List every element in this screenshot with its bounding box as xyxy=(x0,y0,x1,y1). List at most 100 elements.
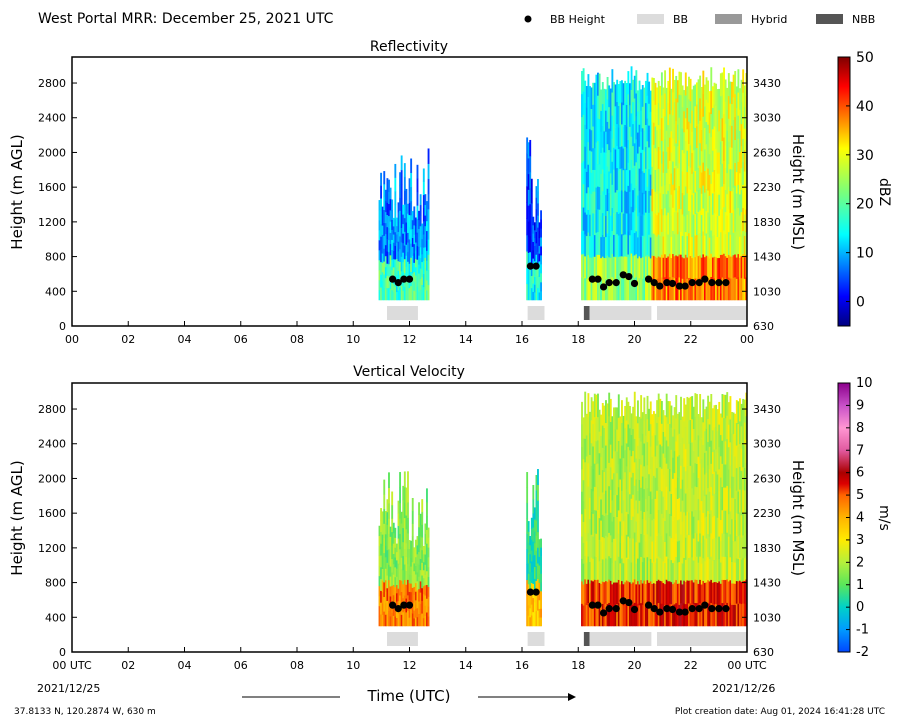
precip-cell xyxy=(592,213,595,236)
precip-cell xyxy=(616,451,619,474)
precip-cell xyxy=(680,557,682,581)
precip-cell xyxy=(593,213,596,236)
precip-cell xyxy=(629,83,631,106)
precip-cell xyxy=(526,533,529,550)
precip-cell xyxy=(691,419,694,443)
precip-cell xyxy=(703,604,706,627)
precip-cell xyxy=(611,69,614,93)
precip-cell xyxy=(686,534,689,558)
precip-cell xyxy=(702,490,705,513)
precip-cell xyxy=(630,253,633,277)
precip-cell xyxy=(734,434,737,457)
precip-cell xyxy=(422,273,425,288)
precip-cell xyxy=(380,210,383,224)
precip-cell xyxy=(662,130,665,152)
x-axis-label: Time (UTC) xyxy=(367,687,451,705)
precip-cell xyxy=(643,108,646,131)
precip-cell xyxy=(673,560,676,583)
precip-cell xyxy=(740,123,743,147)
precip-cell xyxy=(527,542,530,553)
precip-cell xyxy=(633,165,636,189)
precip-cell xyxy=(711,86,714,108)
precip-cell xyxy=(630,89,633,114)
precip-cell xyxy=(740,514,743,538)
precip-cell xyxy=(585,435,588,457)
precip-cell xyxy=(584,256,587,279)
precip-cell xyxy=(407,471,409,488)
precip-cell xyxy=(633,255,636,278)
precip-cell xyxy=(421,292,424,301)
precip-cell xyxy=(593,579,596,604)
precip-cell xyxy=(621,422,623,446)
precip-cell xyxy=(638,102,641,125)
precip-cell xyxy=(657,509,660,534)
colorbar-tick-label: -2 xyxy=(856,645,869,660)
precip-cell xyxy=(660,535,663,559)
precip-cell xyxy=(381,614,384,627)
precip-cell xyxy=(593,440,596,464)
precip-cell xyxy=(673,429,676,452)
precip-cell xyxy=(581,513,583,537)
precip-cell xyxy=(727,558,730,582)
precip-cell xyxy=(527,236,530,253)
precip-cell xyxy=(716,215,719,237)
precip-cell xyxy=(737,581,740,604)
precip-cell xyxy=(716,517,719,540)
precip-cell xyxy=(703,106,706,128)
precip-cell xyxy=(727,514,730,537)
precip-cell xyxy=(640,278,643,301)
precip-cell xyxy=(585,214,588,237)
precip-cell xyxy=(619,521,622,543)
precip-cell xyxy=(408,557,411,567)
precip-cell xyxy=(721,140,724,164)
precip-cell xyxy=(408,574,411,584)
precip-cell xyxy=(383,479,386,495)
precip-cell xyxy=(611,92,614,116)
precip-cell xyxy=(656,535,659,559)
precip-cell xyxy=(395,593,398,602)
precip-cell xyxy=(729,256,732,279)
precip-cell xyxy=(527,615,530,627)
precip-cell xyxy=(627,401,630,425)
y-tick-label: 2400 xyxy=(38,112,66,125)
precip-cell xyxy=(680,442,682,466)
precip-cell xyxy=(418,551,420,565)
precip-cell xyxy=(611,161,614,185)
precip-cell xyxy=(732,497,735,520)
precip-cell xyxy=(617,579,620,604)
precip-cell xyxy=(696,234,698,257)
precip-cell xyxy=(632,145,635,169)
precip-cell xyxy=(614,213,617,236)
precip-cell xyxy=(727,277,730,301)
precip-cell xyxy=(635,254,638,278)
precip-cell xyxy=(700,129,703,152)
precip-cell xyxy=(648,408,651,431)
precip-cell xyxy=(392,584,395,596)
precip-cell xyxy=(739,172,741,195)
precip-cell xyxy=(533,614,536,627)
precip-cell xyxy=(585,235,588,258)
precip-cell xyxy=(718,513,721,537)
precip-cell xyxy=(641,476,644,498)
precip-cell xyxy=(418,576,420,590)
precip-cell xyxy=(384,222,387,235)
precip-cell xyxy=(627,558,630,582)
precip-cell xyxy=(691,396,694,420)
precip-cell xyxy=(616,255,619,279)
precip-cell xyxy=(402,499,405,515)
precip-cell xyxy=(381,591,384,604)
precip-cell xyxy=(672,457,674,479)
precip-cell xyxy=(595,164,598,188)
precip-cell xyxy=(636,400,639,424)
precip-cell xyxy=(624,124,627,147)
precip-cell xyxy=(383,538,386,554)
precip-cell xyxy=(694,486,697,510)
precip-cell xyxy=(405,288,408,301)
precip-cell xyxy=(630,136,633,161)
precip-cell xyxy=(592,513,595,537)
precip-cell xyxy=(689,211,692,234)
precip-cell xyxy=(590,172,593,195)
precip-cell xyxy=(603,405,606,428)
precip-cell xyxy=(424,574,427,586)
